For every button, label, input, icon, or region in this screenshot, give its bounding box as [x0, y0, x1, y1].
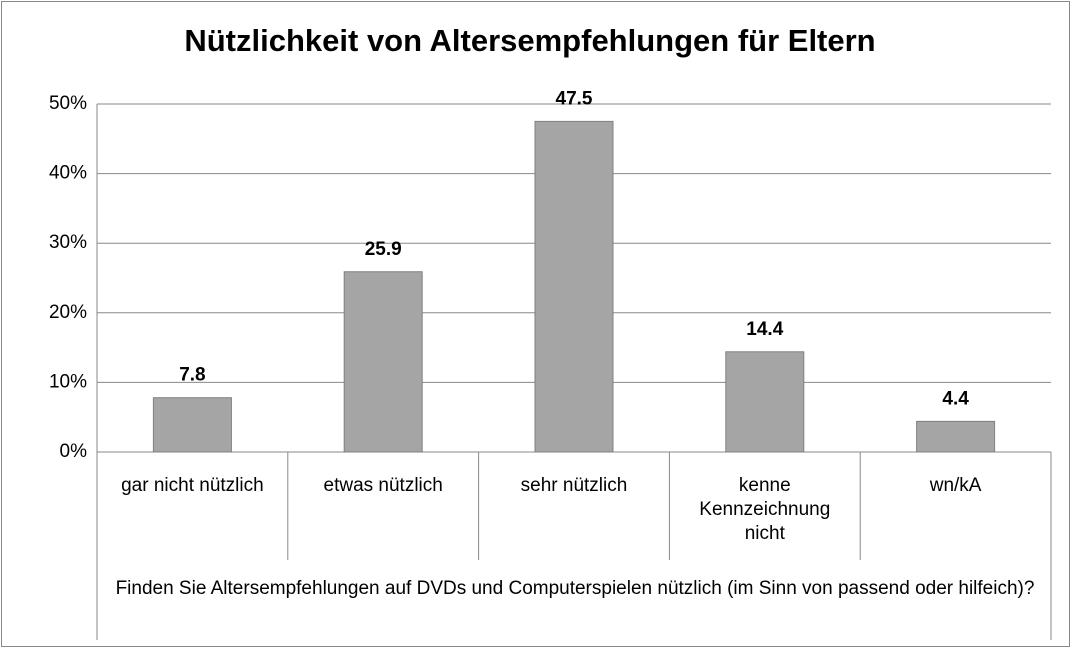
bar	[343, 271, 423, 453]
data-label: 4.4	[942, 388, 969, 409]
chart-title: Nützlichkeit von Altersempfehlungen für …	[184, 23, 875, 58]
bar	[152, 397, 232, 453]
data-label: 7.8	[179, 365, 205, 386]
y-tick-label: 30%	[49, 232, 87, 253]
x-tick-label: gar nicht nützlich	[121, 475, 264, 496]
data-label: 14.4	[746, 319, 783, 340]
bar	[534, 120, 614, 453]
y-tick-label: 10%	[49, 371, 87, 392]
data-label: 47.5	[556, 88, 593, 109]
y-tick-label: 20%	[49, 302, 87, 323]
bar	[916, 420, 996, 453]
x-tick-label: wn/kA	[929, 475, 982, 496]
x-tick-label: sehr nützlich	[520, 475, 628, 496]
bar	[725, 351, 805, 453]
x-tick-label: kenne Kennzeichnung nicht	[699, 475, 831, 544]
data-label: 25.9	[365, 239, 402, 260]
x-tick-label: etwas nützlich	[323, 475, 443, 496]
y-tick-label: 0%	[60, 441, 88, 462]
y-tick-label: 50%	[49, 93, 87, 114]
x-axis-title: Finden Sie Altersempfehlungen auf DVDs u…	[115, 578, 1035, 599]
y-tick-label: 40%	[49, 163, 87, 184]
